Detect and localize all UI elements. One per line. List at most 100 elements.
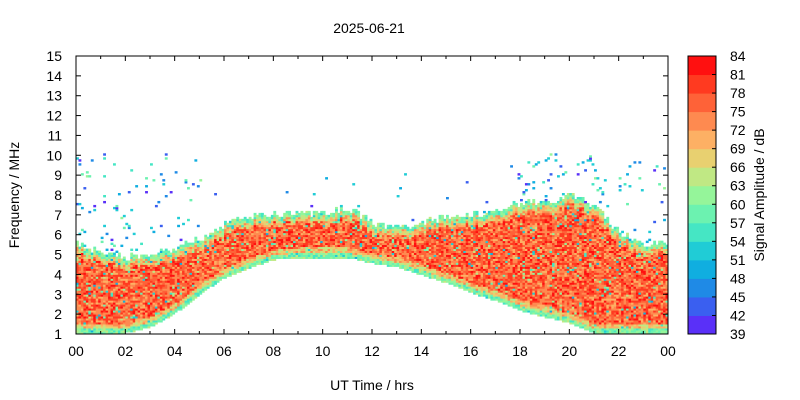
heatmap-cell [278,236,282,240]
heatmap-cell [349,244,353,248]
heatmap-cell [441,236,444,240]
heatmap-cell [468,276,472,279]
heatmap-cell [455,264,459,267]
heatmap-cell [258,260,262,263]
heatmap-cell [344,210,348,214]
heatmap-cell [83,280,87,283]
heatmap-cell [120,244,124,248]
heatmap-cell [132,290,136,293]
heatmap-cell [231,264,235,267]
heatmap-cell [135,272,139,275]
heatmap-cell [211,260,215,263]
heatmap-cell [436,254,439,257]
heatmap-cell [406,248,410,251]
heatmap-cell [256,214,259,218]
heatmap-cell [221,260,225,263]
heatmap-cell [127,296,131,299]
heatmap-cell [78,292,82,295]
heatmap-cell [130,284,134,287]
heatmap-cell [379,236,383,240]
heatmap-cell [206,274,210,277]
heatmap-cell [337,220,341,224]
heatmap-cell [335,244,338,248]
heatmap-cell [337,248,341,251]
heatmap-cell [320,210,324,214]
heatmap-cell [302,242,306,246]
heatmap-cell [189,284,193,287]
heatmap-cell [441,224,444,228]
heatmap-cell [132,276,136,279]
heatmap-cell [189,276,193,279]
heatmap-cell [137,276,141,279]
heatmap-cell [177,276,180,279]
heatmap-cell [140,258,143,261]
heatmap-cell [411,248,415,251]
heatmap-cell [283,220,287,224]
heatmap-cell [219,268,222,271]
heatmap-cell [438,250,442,253]
heatmap-cell [154,294,158,297]
heatmap-cell [312,248,316,251]
heatmap-cell [468,254,472,257]
heatmap-cell [349,250,353,253]
heatmap-cell [76,268,79,271]
heatmap-cell [389,262,393,265]
heatmap-cell [80,260,84,263]
heatmap-cell [103,175,106,178]
heatmap-cell [191,242,195,246]
heatmap-cell [327,256,331,259]
heatmap-cell [226,236,230,240]
heatmap-cell [416,228,420,232]
heatmap-cell [263,222,267,226]
heatmap-cell [421,230,425,234]
heatmap-cell [342,240,346,244]
heatmap-cell [137,288,141,291]
heatmap-cell [93,270,97,273]
heatmap-cell [446,238,449,242]
heatmap-cell [140,312,143,315]
heatmap-cell [436,226,439,230]
heatmap-cell [460,256,464,259]
heatmap-cell [428,238,432,242]
heatmap-cell [263,220,267,224]
heatmap-cell [243,264,247,267]
heatmap-cell [95,252,99,255]
heatmap-cell [233,264,237,267]
heatmap-cell [162,282,166,285]
heatmap-cell [335,214,338,218]
heatmap-cell [475,212,479,216]
heatmap-cell [172,254,176,257]
heatmap-cell [423,250,427,253]
heatmap-cell [280,248,284,251]
heatmap-cell [120,296,124,299]
heatmap-cell [463,216,467,220]
heatmap-cell [364,216,368,220]
heatmap-cell [411,242,415,246]
heatmap-cell [270,244,274,248]
heatmap-cell [268,244,272,248]
heatmap-cell [224,272,227,275]
heatmap-cell [416,252,420,255]
heatmap-cell [214,248,217,251]
heatmap-cell [423,248,427,251]
heatmap-cell [120,298,124,301]
heatmap-cell [224,256,227,259]
heatmap-cell [441,218,444,222]
heatmap-cell [411,250,415,253]
heatmap-cell [396,236,400,240]
heatmap-cell [473,260,476,263]
heatmap-cell [93,256,97,259]
heatmap-cell [246,242,250,246]
heatmap-cell [473,292,476,295]
heatmap-cell [438,244,442,248]
heatmap-cell [113,302,116,305]
heatmap-cell [450,280,454,283]
heatmap-cell [478,224,481,228]
heatmap-cell [132,266,136,269]
heatmap-cell [455,280,459,283]
heatmap-cell [85,296,89,299]
heatmap-cell [103,278,106,281]
heatmap-cell [443,242,447,246]
heatmap-cell [305,226,309,230]
heatmap-cell [438,226,442,230]
